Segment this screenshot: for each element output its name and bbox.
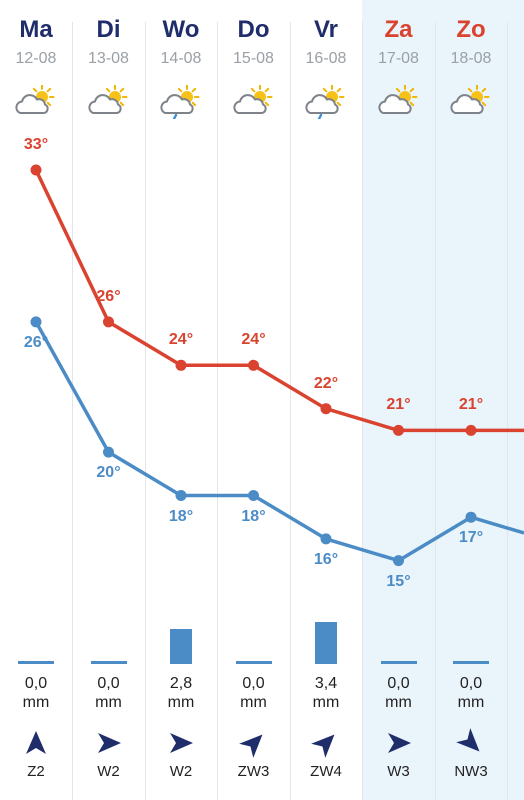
wind-label: W2 (169, 763, 193, 780)
precipitation-value: 0,0 (24, 675, 48, 692)
high-temp-point (248, 359, 259, 371)
precipitation-bar (315, 621, 337, 664)
high-temp-point (30, 164, 42, 176)
low-temp-label: 20° (96, 464, 121, 482)
low-temp-label: 15° (386, 572, 411, 590)
precipitation-bar (170, 629, 192, 664)
wind-direction-icon (311, 734, 335, 758)
column-divider (435, 22, 436, 800)
cloud-sun-rain-icon (305, 85, 345, 119)
high-temp-point (320, 403, 332, 415)
wind-label: ZW4 (310, 763, 342, 780)
wind-label: W2 (97, 763, 120, 780)
wind-label: Z2 (27, 763, 45, 780)
day-name: Di (96, 16, 121, 43)
high-temp-label: 33° (23, 136, 49, 153)
high-temp-label: 26° (96, 287, 121, 305)
low-temp-label: 17° (458, 529, 484, 547)
precipitation-value: 0,0 (97, 675, 120, 692)
low-temp-label: 26° (23, 333, 49, 351)
day-date: 13-08 (88, 50, 129, 67)
low-temp-label: 18° (168, 507, 194, 525)
low-temp-point (103, 446, 114, 458)
day-name: Zo (456, 16, 486, 43)
precipitation-value: 0,0 (387, 675, 410, 692)
weekend-column-bg (434, 0, 524, 800)
day-date: 14-08 (160, 50, 202, 67)
column-divider (217, 22, 218, 800)
high-temp-point (465, 424, 477, 436)
wind-label: W3 (387, 763, 410, 780)
wind-direction-icon (97, 733, 121, 753)
precipitation-unit: mm (95, 694, 122, 711)
day-name: Do (237, 16, 270, 43)
high-temp-label: 22° (313, 374, 339, 392)
column-divider (145, 22, 146, 800)
column-divider (507, 22, 508, 800)
wind-direction-icon (238, 734, 262, 758)
high-temp-line (34, 169, 524, 433)
precipitation-value: 2,8 (169, 675, 193, 692)
precipitation-value: 0,0 (459, 675, 483, 692)
low-temp-point (393, 555, 404, 567)
partly-cloudy-sun-icon (15, 85, 55, 114)
precipitation-bar (380, 661, 417, 664)
precipitation-unit: mm (312, 694, 340, 711)
precipitation-unit: mm (240, 694, 267, 711)
precipitation-unit: mm (22, 694, 50, 711)
day-date: 18-08 (450, 50, 492, 67)
high-temp-point (175, 359, 187, 371)
partly-cloudy-sun-icon (232, 85, 272, 114)
low-temp-label: 18° (241, 507, 266, 525)
day-date: 17-08 (378, 50, 419, 67)
weekend-column-bg (362, 0, 435, 800)
partly-cloudy-sun-icon (450, 85, 490, 114)
low-temp-point (465, 511, 477, 523)
high-temp-point (103, 316, 114, 328)
precipitation-bar (18, 661, 54, 664)
precipitation-bar (453, 661, 489, 664)
precipitation-unit: mm (457, 694, 485, 711)
wind-label: NW3 (454, 763, 488, 780)
wind-direction-icon (456, 728, 480, 752)
precipitation-bar (90, 661, 127, 664)
column-divider (362, 22, 363, 800)
low-temp-point (175, 490, 187, 501)
day-name: Ma (19, 16, 53, 43)
day-name: Za (384, 16, 413, 43)
cloud-sun-rain-icon (160, 85, 200, 119)
partly-cloudy-sun-icon (377, 85, 417, 114)
low-temp-label: 16° (313, 550, 339, 568)
high-temp-label: 24° (168, 331, 194, 349)
partly-cloudy-sun-icon (87, 85, 127, 114)
day-date: 12-08 (15, 50, 57, 67)
day-date: 16-08 (305, 50, 347, 67)
high-temp-point (393, 424, 404, 436)
wind-direction-icon (387, 733, 411, 753)
precipitation-unit: mm (167, 694, 195, 711)
wind-label: ZW3 (237, 763, 270, 780)
day-name: Vr (313, 16, 339, 43)
precipitation-unit: mm (385, 694, 412, 711)
wind-direction-icon (170, 733, 193, 753)
high-temp-label: 24° (241, 331, 266, 349)
precipitation-value: 3,4 (314, 675, 338, 692)
wind-direction-icon (26, 731, 46, 754)
high-temp-label: 21° (386, 396, 411, 414)
low-temp-point (320, 533, 332, 545)
day-date: 15-08 (233, 50, 274, 67)
column-divider (72, 22, 73, 800)
precipitation-bar (235, 661, 272, 664)
day-name: Wo (162, 16, 200, 43)
column-divider (290, 22, 291, 800)
low-temp-point (30, 316, 42, 328)
low-temp-line (34, 321, 524, 563)
precipitation-value: 0,0 (242, 675, 265, 692)
high-temp-label: 21° (458, 396, 484, 414)
low-temp-point (248, 490, 259, 501)
